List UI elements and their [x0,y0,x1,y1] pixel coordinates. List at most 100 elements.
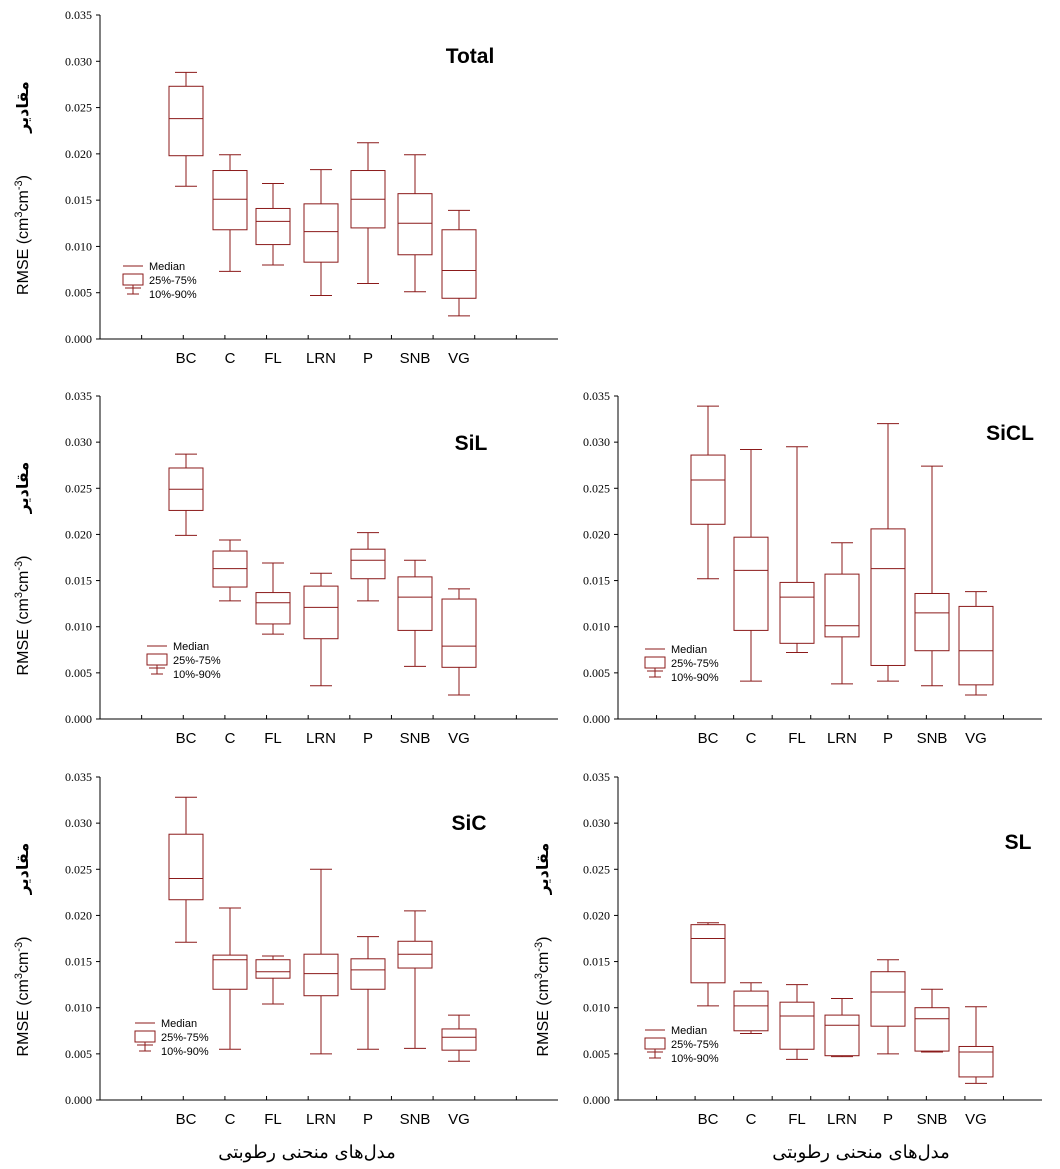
box-fl [779,984,815,1060]
category-label: C [225,350,236,367]
y-tick-label: 0.030 [583,435,610,449]
y-tick-label: 0.000 [65,1093,92,1107]
y-tick-label: 0.015 [65,193,92,207]
y-tick-label: 0.005 [65,286,92,300]
chart-panel-sl: 0.000 0.005 0.010 0.015 0.020 0.025 0.030 0.035… [533,770,1042,1128]
box-lrn [303,169,339,296]
iqr-box [958,1045,994,1078]
category-label: SNB [917,1111,948,1128]
category-label: VG [965,1111,987,1128]
y-tick-label: 0.010 [583,620,610,634]
iqr-box [441,229,477,299]
legend: Median 25%-75% 10%-90% [134,1018,209,1058]
category-label: BC [698,1111,719,1128]
y-axis-label: مقادیر RMSE (cm3cm-3) [13,81,32,295]
box-fl [255,182,291,266]
category-label: C [225,730,236,747]
box-bc [690,922,726,1007]
category-label: SNB [400,350,431,367]
iqr-box [350,958,386,990]
box-p [870,423,906,682]
y-tick-label: 0.015 [583,574,610,588]
panel-title: SiL [455,432,488,455]
iqr-box [690,924,726,984]
category-label: BC [176,1111,197,1128]
y-axis-label: مقادیر RMSE (cm3cm-3) [13,843,32,1057]
box-fl [779,446,815,654]
legend: Median 25%-75% 10%-90% [146,641,221,681]
category-label: P [363,1111,373,1128]
iqr-box [733,536,769,631]
y-axis-label-part: cm [15,952,32,973]
y-axis-label-part: -3 [13,180,25,190]
iqr-box [914,592,950,652]
iqr-box [958,605,994,686]
box-vg [441,588,477,696]
box-p [870,959,906,1055]
legend-whisker-label: 10%-90% [173,669,221,681]
panel-title: Total [446,45,495,68]
iqr-box [350,548,386,580]
iqr-box [914,1007,950,1052]
category-label: SNB [917,730,948,747]
box-bc [168,453,204,536]
category-label: LRN [827,1111,857,1128]
box-snb [397,154,433,293]
legend-box-label: 25%-75% [173,655,221,667]
box-vg [958,1006,994,1084]
category-label: BC [698,730,719,747]
y-tick-label: 0.025 [65,101,92,115]
category-label: FL [264,1111,282,1128]
y-axis-label-part: -3 [13,561,25,571]
y-axis-label-rmse: RMSE (cm3cm-3) [533,937,552,1057]
box-bc [168,796,204,943]
box-fl [255,562,291,635]
category-label: FL [264,730,282,747]
iqr-box [690,454,726,525]
iqr-box [303,953,339,997]
legend: Median 25%-75% 10%-90% [122,261,197,301]
box-snb [397,559,433,667]
legend-whisker-label: 10%-90% [149,289,197,301]
y-axis-label-persian: مقادیر [13,843,32,896]
iqr-box [441,598,477,668]
box-lrn [303,868,339,1055]
category-label: C [225,1111,236,1128]
box-c [212,154,248,272]
chart-panel-sic: 0.000 0.005 0.010 0.015 0.020 0.025 0.030 0.035… [13,770,558,1128]
y-axis-label-part: 3 [533,973,545,979]
category-label: C [746,1111,757,1128]
y-axis-label-persian: مقادیر [533,843,552,896]
y-tick-label: 0.005 [583,1047,610,1061]
category-label: FL [788,730,806,747]
y-axis-label-part: 3 [13,973,25,979]
y-tick-label: 0.000 [65,712,92,726]
iqr-box [212,954,248,990]
y-axis-label-part: cm [15,571,32,592]
legend-box-swatch [134,1030,156,1043]
panel-title: SiC [451,812,486,835]
legend-median-label: Median [173,641,209,653]
box-bc [168,71,204,187]
box-c [733,982,769,1035]
iqr-box [779,581,815,644]
y-tick-label: 0.035 [65,389,92,403]
legend-median-label: Median [671,644,707,656]
chart-panel-total: 0.000 0.005 0.010 0.015 0.020 0.025 0.030 0.035… [13,8,558,367]
chart-panel-sicl: 0.000 0.005 0.010 0.015 0.020 0.025 0.030 0.035… [583,389,1042,747]
category-label: BC [176,350,197,367]
y-tick-label: 0.020 [65,527,92,541]
legend-box-swatch [644,1037,666,1050]
iqr-box [168,85,204,157]
y-tick-label: 0.010 [583,1001,610,1015]
y-axis-label-part: -3 [13,942,25,952]
iqr-box [255,207,291,246]
box-fl [255,955,291,1005]
y-tick-label: 0.025 [583,481,610,495]
y-tick-label: 0.035 [65,8,92,22]
iqr-box [397,576,433,631]
box-bc [690,405,726,580]
y-axis-label-part: ) [15,937,32,942]
y-axis-label-part: RMSE (cm [15,598,32,675]
y-tick-label: 0.000 [65,332,92,346]
